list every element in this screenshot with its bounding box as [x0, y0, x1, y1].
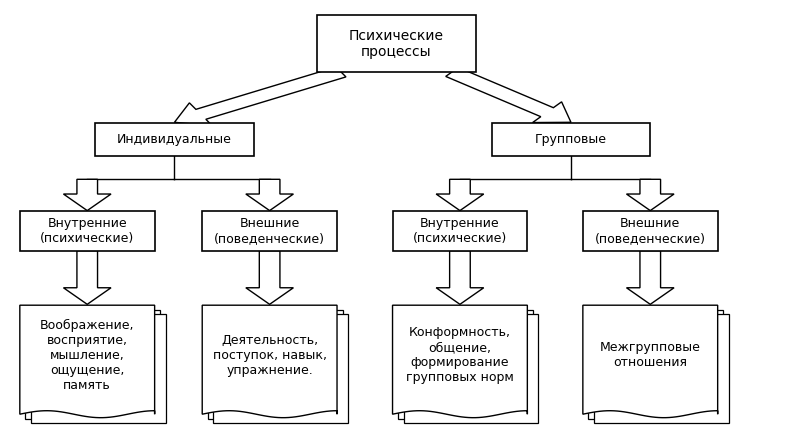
Bar	[583, 211, 718, 251]
Text: Межгрупповые
отношения: Межгрупповые отношения	[600, 341, 701, 369]
Text: Психические
процессы: Психические процессы	[349, 28, 444, 59]
Text: Индивидуальные: Индивидуальные	[117, 133, 232, 146]
Text: Внешние
(поведенческие): Внешние (поведенческие)	[214, 217, 325, 245]
Polygon shape	[626, 251, 674, 304]
Polygon shape	[174, 67, 346, 126]
Bar	[208, 310, 343, 419]
Polygon shape	[246, 179, 293, 211]
Text: Внутренние
(психические): Внутренние (психические)	[40, 217, 134, 245]
Bar	[202, 211, 337, 251]
Polygon shape	[583, 305, 718, 418]
Bar	[31, 314, 166, 423]
Text: Деятельность,
поступок, навык,
упражнение.: Деятельность, поступок, навык, упражнени…	[213, 334, 327, 377]
Polygon shape	[246, 251, 293, 304]
Bar	[20, 211, 155, 251]
Bar	[95, 123, 254, 156]
Polygon shape	[63, 179, 111, 211]
Bar	[588, 310, 723, 419]
Polygon shape	[436, 251, 484, 304]
Polygon shape	[436, 179, 484, 211]
Bar	[404, 314, 538, 423]
Polygon shape	[20, 305, 155, 418]
Polygon shape	[446, 68, 571, 123]
Bar	[213, 314, 348, 423]
Bar	[398, 310, 533, 419]
Text: Внешние
(поведенческие): Внешние (поведенческие)	[595, 217, 706, 245]
Bar	[25, 310, 160, 419]
Bar	[594, 314, 729, 423]
Bar	[317, 15, 476, 72]
Polygon shape	[393, 305, 527, 418]
Text: Внутренние
(психические): Внутренние (психические)	[413, 217, 507, 245]
Polygon shape	[202, 305, 337, 418]
Bar	[492, 123, 650, 156]
Polygon shape	[626, 179, 674, 211]
Text: Конформность,
общение,
формирование
групповых норм: Конформность, общение, формирование груп…	[406, 326, 514, 385]
Bar	[393, 211, 527, 251]
Text: Групповые: Групповые	[535, 133, 607, 146]
Polygon shape	[63, 251, 111, 304]
Text: Воображение,
восприятие,
мышление,
ощущение,
память: Воображение, восприятие, мышление, ощуще…	[40, 319, 135, 392]
